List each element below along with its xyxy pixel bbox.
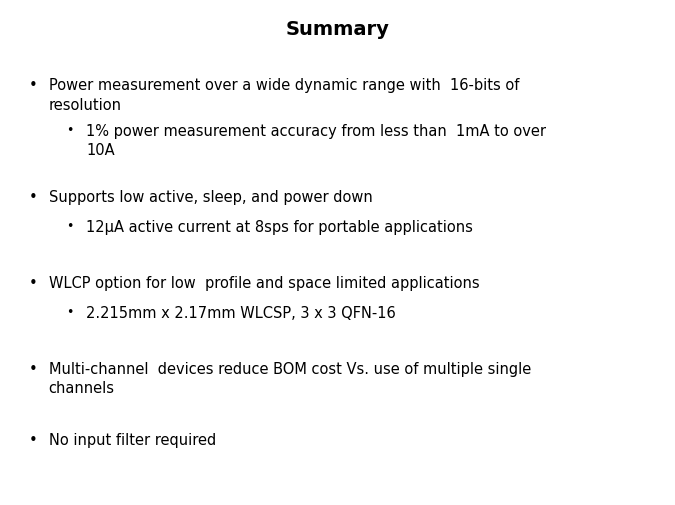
Text: Multi-channel  devices reduce BOM cost Vs. use of multiple single
channels: Multi-channel devices reduce BOM cost Vs… bbox=[49, 361, 531, 395]
Text: •: • bbox=[28, 78, 37, 93]
Text: •: • bbox=[66, 220, 74, 233]
Text: •: • bbox=[28, 275, 37, 290]
Text: 12μA active current at 8sps for portable applications: 12μA active current at 8sps for portable… bbox=[86, 220, 473, 235]
Text: Supports low active, sleep, and power down: Supports low active, sleep, and power do… bbox=[49, 189, 373, 205]
Text: No input filter required: No input filter required bbox=[49, 432, 216, 447]
Text: 1% power measurement accuracy from less than  1mA to over
10A: 1% power measurement accuracy from less … bbox=[86, 124, 546, 158]
Text: 2.215mm x 2.17mm WLCSP, 3 x 3 QFN-16: 2.215mm x 2.17mm WLCSP, 3 x 3 QFN-16 bbox=[86, 306, 396, 321]
Text: •: • bbox=[28, 432, 37, 447]
Text: •: • bbox=[66, 124, 74, 137]
Text: Summary: Summary bbox=[286, 20, 389, 39]
Text: •: • bbox=[28, 361, 37, 376]
Text: Power measurement over a wide dynamic range with  16-bits of
resolution: Power measurement over a wide dynamic ra… bbox=[49, 78, 519, 113]
Text: WLCP option for low  profile and space limited applications: WLCP option for low profile and space li… bbox=[49, 275, 479, 290]
Text: •: • bbox=[66, 306, 74, 319]
Text: •: • bbox=[28, 189, 37, 205]
